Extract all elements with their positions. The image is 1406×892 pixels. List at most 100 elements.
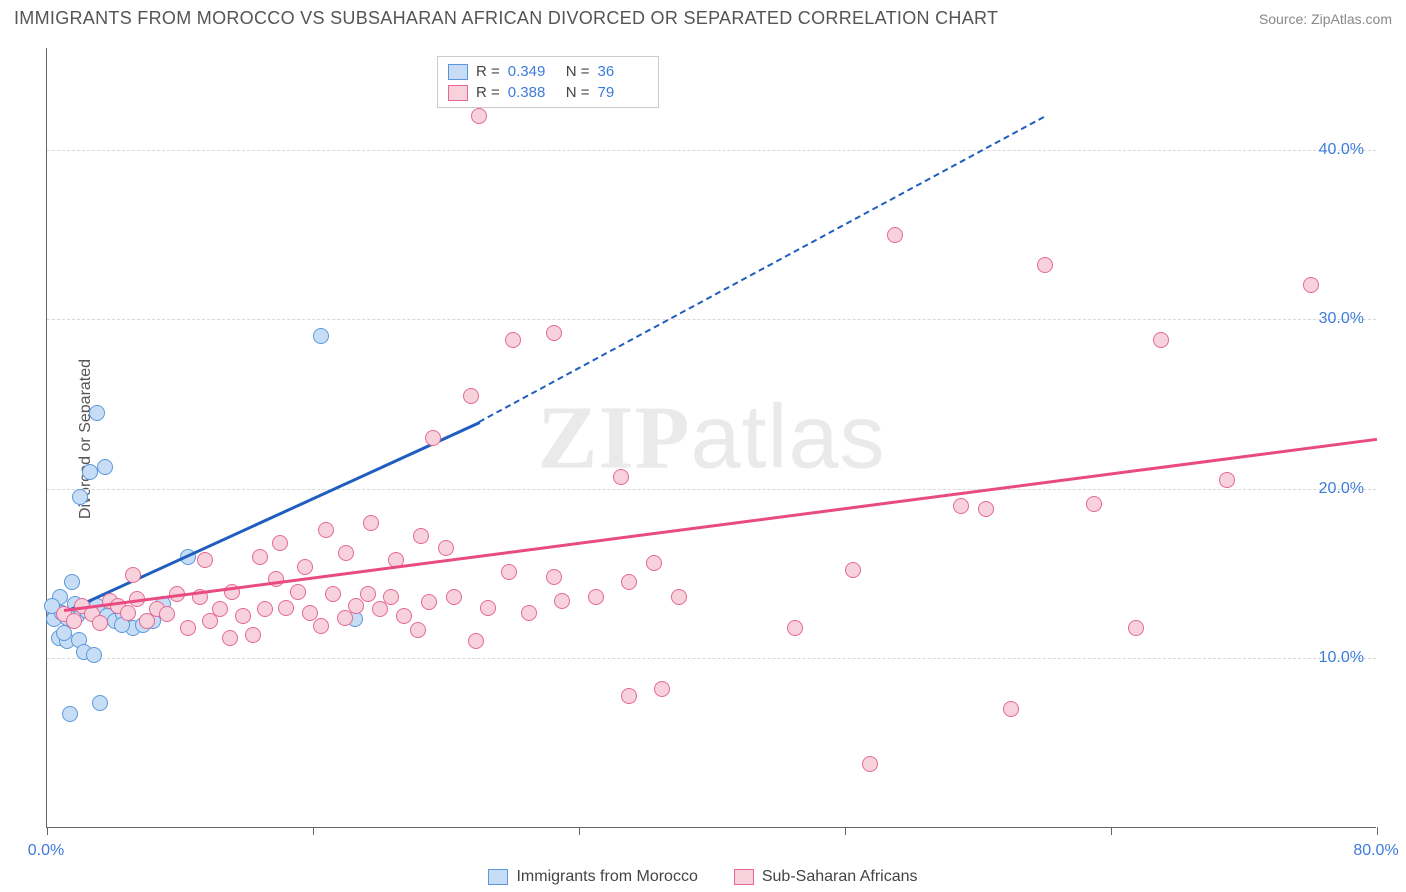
data-point bbox=[245, 627, 261, 643]
stats-box: R =0.349N =36R =0.388N =79 bbox=[437, 56, 659, 108]
data-point bbox=[671, 589, 687, 605]
data-point bbox=[278, 600, 294, 616]
data-point bbox=[363, 515, 379, 531]
chart-title: IMMIGRANTS FROM MOROCCO VS SUBSAHARAN AF… bbox=[14, 8, 998, 29]
y-tick-label: 40.0% bbox=[1319, 141, 1364, 159]
data-point bbox=[845, 562, 861, 578]
trend-line bbox=[63, 438, 1377, 612]
data-point bbox=[348, 598, 364, 614]
data-point bbox=[646, 555, 662, 571]
data-point bbox=[252, 549, 268, 565]
data-point bbox=[438, 540, 454, 556]
data-point bbox=[1219, 472, 1235, 488]
x-tick-label: 80.0% bbox=[1353, 842, 1398, 860]
data-point bbox=[86, 647, 102, 663]
data-point bbox=[72, 489, 88, 505]
data-point bbox=[887, 227, 903, 243]
data-point bbox=[383, 589, 399, 605]
data-point bbox=[396, 608, 412, 624]
data-point bbox=[325, 586, 341, 602]
data-point bbox=[97, 459, 113, 475]
data-point bbox=[468, 633, 484, 649]
stats-row: R =0.349N =36 bbox=[448, 61, 648, 82]
gridline bbox=[47, 658, 1376, 659]
data-point bbox=[1303, 277, 1319, 293]
data-point bbox=[338, 545, 354, 561]
trend-line-dashed bbox=[479, 116, 1045, 423]
data-point bbox=[62, 706, 78, 722]
y-tick-label: 30.0% bbox=[1319, 310, 1364, 328]
gridline bbox=[47, 319, 1376, 320]
data-point bbox=[413, 528, 429, 544]
data-point bbox=[360, 586, 376, 602]
data-point bbox=[1003, 701, 1019, 717]
data-point bbox=[546, 569, 562, 585]
legend-label: Immigrants from Morocco bbox=[516, 868, 697, 886]
chart-plot-area: ZIPatlas R =0.349N =36R =0.388N =79 10.0… bbox=[46, 48, 1376, 828]
data-point bbox=[787, 620, 803, 636]
data-point bbox=[313, 618, 329, 634]
data-point bbox=[257, 601, 273, 617]
data-point bbox=[125, 567, 141, 583]
gridline bbox=[47, 150, 1376, 151]
data-point bbox=[1128, 620, 1144, 636]
stats-row: R =0.388N =79 bbox=[448, 82, 648, 103]
data-point bbox=[1037, 257, 1053, 273]
data-point bbox=[66, 613, 82, 629]
data-point bbox=[505, 332, 521, 348]
data-point bbox=[297, 559, 313, 575]
data-point bbox=[180, 620, 196, 636]
data-point bbox=[554, 593, 570, 609]
data-point bbox=[302, 605, 318, 621]
legend-item: Sub-Saharan Africans bbox=[734, 868, 918, 886]
gridline bbox=[47, 489, 1376, 490]
legend-label: Sub-Saharan Africans bbox=[762, 868, 918, 886]
data-point bbox=[92, 615, 108, 631]
legend-swatch bbox=[488, 869, 508, 885]
data-point bbox=[471, 108, 487, 124]
data-point bbox=[89, 405, 105, 421]
data-point bbox=[318, 522, 334, 538]
x-tick bbox=[1111, 827, 1112, 835]
x-tick bbox=[313, 827, 314, 835]
data-point bbox=[421, 594, 437, 610]
x-tick bbox=[845, 827, 846, 835]
series-swatch bbox=[448, 85, 468, 101]
data-point bbox=[463, 388, 479, 404]
data-point bbox=[222, 630, 238, 646]
data-point bbox=[1086, 496, 1102, 512]
data-point bbox=[235, 608, 251, 624]
data-point bbox=[1153, 332, 1169, 348]
data-point bbox=[372, 601, 388, 617]
data-point bbox=[290, 584, 306, 600]
data-point bbox=[953, 498, 969, 514]
x-tick bbox=[47, 827, 48, 835]
data-point bbox=[64, 574, 80, 590]
data-point bbox=[197, 552, 213, 568]
data-point bbox=[212, 601, 228, 617]
data-point bbox=[621, 688, 637, 704]
source-label: Source: ZipAtlas.com bbox=[1259, 11, 1392, 27]
data-point bbox=[337, 610, 353, 626]
legend: Immigrants from Morocco Sub-Saharan Afric… bbox=[0, 868, 1406, 886]
y-tick-label: 10.0% bbox=[1319, 649, 1364, 667]
series-swatch bbox=[448, 64, 468, 80]
legend-item: Immigrants from Morocco bbox=[488, 868, 697, 886]
data-point bbox=[501, 564, 517, 580]
y-tick-label: 20.0% bbox=[1319, 480, 1364, 498]
data-point bbox=[410, 622, 426, 638]
data-point bbox=[425, 430, 441, 446]
data-point bbox=[446, 589, 462, 605]
data-point bbox=[588, 589, 604, 605]
data-point bbox=[82, 464, 98, 480]
data-point bbox=[159, 606, 175, 622]
data-point bbox=[480, 600, 496, 616]
legend-swatch bbox=[734, 869, 754, 885]
data-point bbox=[92, 695, 108, 711]
data-point bbox=[272, 535, 288, 551]
data-point bbox=[862, 756, 878, 772]
data-point bbox=[546, 325, 562, 341]
x-tick bbox=[1377, 827, 1378, 835]
data-point bbox=[978, 501, 994, 517]
data-point bbox=[120, 605, 136, 621]
